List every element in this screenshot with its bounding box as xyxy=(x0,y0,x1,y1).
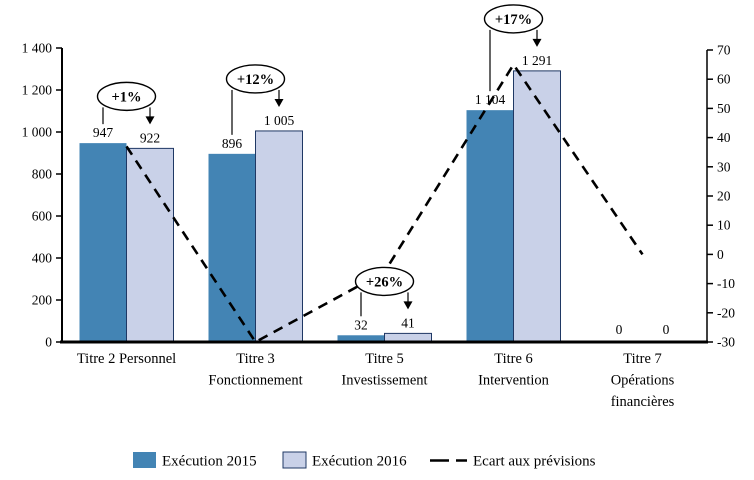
left-axis-tick-label: 800 xyxy=(32,167,53,182)
annotation-oval-2 xyxy=(354,266,415,297)
annotation-oval-3 xyxy=(483,4,544,34)
annotation-arrowhead-3 xyxy=(532,38,542,47)
left-axis-tick-label: 0 xyxy=(45,335,52,350)
category-label-3: Titre 6 Intervention xyxy=(478,351,550,389)
left-axis-tick-label: 1 200 xyxy=(22,83,53,98)
line-ecart-aux-previsions xyxy=(125,62,644,344)
right-axis-tick-label: 70 xyxy=(717,43,731,58)
right-axis-tick-label: 50 xyxy=(717,101,731,116)
value-label-2016-2: 41 xyxy=(401,315,415,330)
right-axis-tick-label: 10 xyxy=(717,218,731,233)
annotation-arrowhead-0 xyxy=(145,116,155,125)
left-axis-tick-label: 1 000 xyxy=(22,125,53,140)
annotation-label-0: +1% xyxy=(111,89,141,105)
category-label-2: Titre 5 Investissement xyxy=(341,351,427,389)
value-label-2015-0: 947 xyxy=(93,125,114,140)
right-axis-tick-label: -10 xyxy=(717,276,735,291)
bar-execution-2016-1 xyxy=(255,130,303,343)
value-label-2016-3: 1 291 xyxy=(522,53,552,68)
value-label-2015-1: 896 xyxy=(222,136,243,151)
annotation-oval-0 xyxy=(96,81,157,112)
bar-execution-2015-3 xyxy=(466,110,514,342)
annotation-label-2: +26% xyxy=(366,274,403,290)
value-label-2015-2: 32 xyxy=(354,317,368,332)
legend-label-0: Exécution 2015 xyxy=(162,454,257,470)
annotation-label-1: +12% xyxy=(237,72,274,88)
legend-swatch-2015 xyxy=(133,452,156,468)
category-label-0: Titre 2 Personnel xyxy=(77,351,176,367)
left-axis-tick-label: 600 xyxy=(32,209,53,224)
right-axis-tick-label: 0 xyxy=(717,247,724,262)
bar-execution-2016-0 xyxy=(126,147,174,343)
left-axis-tick-label: 400 xyxy=(32,251,53,266)
annotation-oval-1 xyxy=(225,64,286,94)
value-label-2016-4: 0 xyxy=(663,322,670,337)
legend-label-1: Exécution 2016 xyxy=(312,454,407,470)
value-label-2016-0: 922 xyxy=(140,130,160,145)
legend-label-2: Ecart aux prévisions xyxy=(473,454,596,470)
value-label-2015-4: 0 xyxy=(616,322,623,337)
left-axis-tick-label: 1 400 xyxy=(22,41,53,56)
annotation-label-3: +17% xyxy=(495,12,532,28)
bar-execution-2015-1 xyxy=(208,153,256,342)
value-label-2016-1: 1 005 xyxy=(264,113,295,128)
right-axis-tick-label: 30 xyxy=(717,159,731,174)
annotation-arrowhead-2 xyxy=(403,301,413,310)
category-label-4: Titre 7 Opérations financières xyxy=(611,351,675,410)
legend-swatch-2016 xyxy=(282,451,307,469)
value-label-2015-3: 1 104 xyxy=(475,92,506,107)
right-axis-tick-label: -20 xyxy=(717,305,735,320)
bar-execution-2015-0 xyxy=(79,143,127,342)
annotation-arrowhead-1 xyxy=(274,98,284,107)
right-axis-tick-label: 20 xyxy=(717,189,731,204)
left-axis-tick-label: 200 xyxy=(32,293,53,308)
bar-execution-2016-3 xyxy=(513,70,561,343)
bar-execution-2015-2 xyxy=(337,335,385,342)
right-axis-tick-label: 60 xyxy=(717,72,731,87)
category-label-1: Titre 3 Fonctionnement xyxy=(208,351,302,389)
right-axis-tick-label: 40 xyxy=(717,130,731,145)
right-axis-tick-label: -30 xyxy=(717,335,735,350)
